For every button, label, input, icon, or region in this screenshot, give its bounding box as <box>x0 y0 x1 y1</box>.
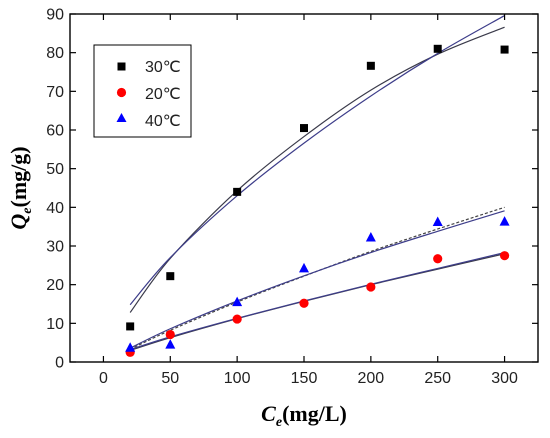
x-tick-label: 0 <box>99 370 108 387</box>
y-tick-label: 30 <box>46 239 64 256</box>
data-point-40 <box>125 342 136 352</box>
data-point-40 <box>432 216 443 227</box>
data-point-20 <box>499 251 510 261</box>
x-tick-label: 300 <box>491 370 518 387</box>
x-axis-title: Ce(mg/L) <box>261 401 347 430</box>
x-axis-title-main: C <box>261 401 276 426</box>
data-point-20 <box>366 282 376 292</box>
y-tick-label: 60 <box>46 123 64 140</box>
y-tick-label: 10 <box>46 316 64 333</box>
legend-marker-30c <box>117 62 126 71</box>
data-point-30 <box>166 272 175 281</box>
data-points <box>125 44 510 357</box>
fit-curve-20-1 <box>129 253 505 351</box>
fit-curve-40-1 <box>129 206 505 350</box>
x-tick-label: 150 <box>291 370 318 387</box>
data-point-30 <box>300 124 308 133</box>
data-point-20 <box>165 329 175 340</box>
x-tick-label: 100 <box>224 370 251 387</box>
data-point-40 <box>499 216 510 226</box>
y-tick-label: 50 <box>46 161 64 178</box>
y-axis-title-main: Q <box>6 214 31 230</box>
data-point-40 <box>232 296 243 307</box>
y-tick-label: 80 <box>46 45 64 62</box>
data-point-40 <box>365 231 376 242</box>
fit-curve-40-2 <box>129 210 505 349</box>
data-point-20 <box>232 314 242 324</box>
data-point-40 <box>165 339 176 349</box>
x-axis-title-subscript: e <box>276 415 282 430</box>
y-axis-title: Qe(mg/g) <box>6 146 35 229</box>
legend-marker-20c <box>116 87 127 98</box>
y-tick-label: 20 <box>46 277 64 294</box>
legend-box <box>93 44 192 138</box>
fit-curve-30-2 <box>129 15 505 306</box>
data-point-40 <box>299 262 309 273</box>
y-tick-label: 40 <box>46 200 64 217</box>
y-tick-label: 90 <box>46 7 64 24</box>
y-tick-label: 70 <box>46 84 64 101</box>
data-point-30 <box>500 45 509 54</box>
x-tick-label: 250 <box>424 370 451 387</box>
data-point-20 <box>433 254 443 264</box>
x-axis-ticks: 0 50 100 150 200 250 300 <box>99 14 518 387</box>
y-tick-label: 0 <box>55 355 64 372</box>
data-point-30 <box>433 44 442 53</box>
y-axis-ticks: 0 10 20 30 40 50 60 70 80 90 <box>46 7 538 372</box>
legend-marker-40c <box>116 113 127 122</box>
legend: 30℃ 20℃ 40℃ <box>93 44 192 138</box>
legend-label-30c: 30℃ <box>145 59 181 76</box>
legend-label-40c: 40℃ <box>145 113 181 130</box>
data-point-30 <box>366 61 375 70</box>
y-axis-title-unit: (mg/g) <box>6 146 31 207</box>
legend-label-20c: 20℃ <box>145 86 181 103</box>
x-tick-label: 200 <box>358 370 385 387</box>
x-axis-title-unit: (mg/L) <box>282 401 347 426</box>
data-point-20 <box>299 298 309 308</box>
data-point-30 <box>126 322 135 331</box>
y-axis-title-subscript: e <box>20 207 35 213</box>
data-point-30 <box>233 187 242 196</box>
x-tick-label: 50 <box>161 370 179 387</box>
